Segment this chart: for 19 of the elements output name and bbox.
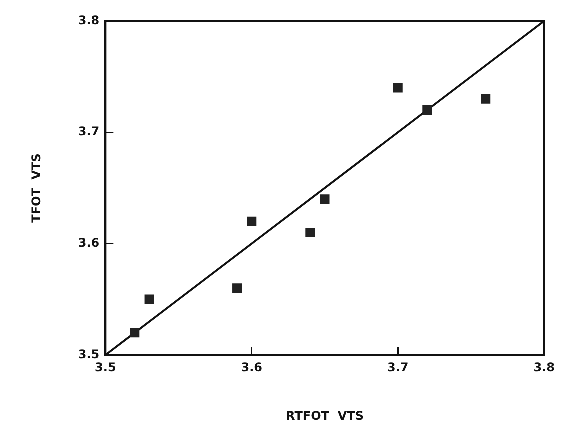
point (320, 194, 330, 204)
point (481, 94, 491, 104)
x-tick-label: 3.7 (388, 360, 409, 375)
x-tick-label: 3.8 (534, 360, 556, 375)
x-tick-label: 3.6 (241, 360, 263, 375)
y-tick-label: 3.5 (78, 347, 100, 362)
point (232, 284, 242, 294)
x-tick-label: 3.5 (95, 360, 116, 375)
point (422, 106, 432, 116)
point (306, 228, 316, 238)
y-tick-label: 3.6 (78, 236, 100, 250)
y-tick-label: 3.7 (78, 124, 100, 139)
y-tick-label: 3.8 (78, 13, 100, 28)
point (247, 216, 257, 226)
x-axis-title: RTFOT VTS (286, 408, 364, 423)
point (393, 83, 403, 93)
y-axis-title: TFOT VTS (29, 154, 44, 223)
point (144, 294, 154, 304)
point (130, 328, 140, 338)
